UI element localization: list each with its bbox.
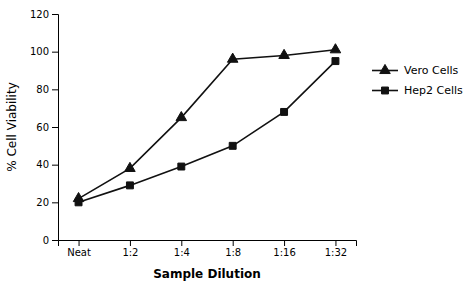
- legend-item: Vero Cells: [372, 64, 459, 77]
- y-tick-mark: [52, 202, 58, 203]
- y-tick: 0: [43, 235, 58, 246]
- point: [330, 44, 341, 53]
- point: [281, 108, 288, 115]
- x-tick: 1:32: [325, 240, 347, 258]
- y-tick-mark: [52, 240, 58, 241]
- x-axis-line: [59, 241, 357, 247]
- plot: Neat 1:2 1:4 1:8 1:16 1:32 0 20 40 60 80 100 120: [30, 9, 357, 258]
- point: [75, 199, 82, 206]
- y-tick-mark: [52, 127, 58, 128]
- series-line: [79, 50, 336, 199]
- y-tick: 80: [36, 84, 58, 95]
- x-tick-label: 1:32: [325, 247, 347, 258]
- x-tick-mark: [335, 240, 336, 246]
- point: [227, 53, 238, 62]
- legend: Vero Cells Hep2 Cells: [372, 64, 463, 97]
- x-tick-label: Neat: [67, 247, 91, 258]
- legend-label: Hep2 Cells: [404, 84, 463, 97]
- chart: Neat 1:2 1:4 1:8 1:16 1:32 0 20 40 60 80 100 120 Samp…: [0, 0, 474, 286]
- legend-symbol: [380, 64, 391, 73]
- legend-label: Vero Cells: [404, 64, 459, 77]
- point: [178, 163, 185, 170]
- y-tick-mark: [52, 89, 58, 90]
- x-tick: 1:4: [174, 240, 190, 258]
- x-tick-mark: [79, 240, 80, 246]
- y-tick: 40: [36, 159, 58, 170]
- marks: [73, 44, 340, 206]
- x-tick-mark: [181, 240, 182, 246]
- point: [229, 142, 236, 149]
- x-axis-title: Sample Dilution: [153, 267, 261, 281]
- y-axis: 0 20 40 60 80 100 120: [30, 9, 59, 246]
- x-tick-label: 1:16: [273, 247, 295, 258]
- y-tick: 20: [36, 197, 58, 208]
- y-tick-mark: [52, 52, 58, 53]
- y-tick-label: 40: [36, 159, 49, 170]
- y-tick-mark: [52, 14, 58, 15]
- x-tick-label: 1:2: [122, 247, 138, 258]
- point: [125, 162, 136, 171]
- series-line: [79, 61, 336, 202]
- x-axis: Neat 1:2 1:4 1:8 1:16 1:32: [59, 240, 357, 258]
- y-tick-label: 100: [30, 46, 49, 57]
- y-tick: 100: [30, 46, 58, 57]
- legend-item: Hep2 Cells: [372, 84, 463, 97]
- point: [126, 182, 133, 189]
- x-tick-label: 1:4: [174, 247, 190, 258]
- point: [332, 58, 339, 65]
- point: [279, 49, 290, 58]
- y-tick-label: 0: [43, 235, 49, 246]
- y-tick-label: 20: [36, 197, 49, 208]
- y-tick: 60: [36, 122, 58, 133]
- x-tick-mark: [233, 240, 234, 246]
- x-tick: Neat: [67, 240, 91, 258]
- x-tick: 1:16: [273, 240, 295, 258]
- y-axis-line: [52, 15, 59, 241]
- y-tick: 120: [30, 9, 58, 20]
- y-axis-title: % Cell Viability: [5, 82, 19, 172]
- point: [176, 112, 187, 121]
- x-tick: 1:2: [122, 240, 138, 258]
- y-tick-mark: [52, 165, 58, 166]
- y-tick-label: 80: [36, 84, 49, 95]
- x-tick-mark: [130, 240, 131, 246]
- x-tick-mark: [284, 240, 285, 246]
- x-tick: 1:8: [225, 240, 241, 258]
- y-tick-label: 120: [30, 9, 49, 20]
- x-tick-label: 1:8: [225, 247, 241, 258]
- y-tick-label: 60: [36, 122, 49, 133]
- legend-symbol: [382, 87, 389, 94]
